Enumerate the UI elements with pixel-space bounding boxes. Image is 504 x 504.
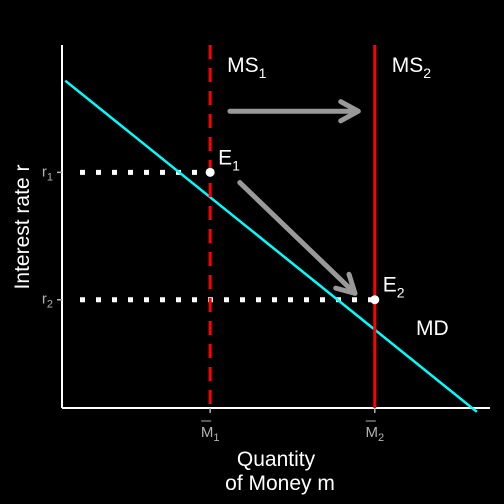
- y-tick-label: r1: [42, 163, 53, 183]
- y-axis-title: Interest rate r: [11, 165, 34, 290]
- x-tick-label: M1: [201, 424, 220, 444]
- series-line-md: [64, 79, 478, 413]
- y-tick-label: r2: [42, 291, 53, 311]
- x-axis-title-line1: Quantity: [237, 448, 316, 471]
- arrow-2: [237, 180, 358, 296]
- x-tick-label: M2: [365, 424, 384, 444]
- arrow-1: [227, 99, 361, 124]
- equilibrium-point-e2: [370, 295, 380, 305]
- series-label-md: MD: [416, 317, 449, 340]
- x-axis-title-line2: of Money m: [225, 472, 335, 495]
- equilibrium-label-e2: E2: [383, 274, 405, 301]
- equilibrium-point-e1: [205, 167, 215, 177]
- equilibrium-label-e1: E1: [218, 146, 240, 173]
- series-label-ms1: MS1: [227, 54, 267, 81]
- series-label-ms2: MS2: [392, 54, 432, 81]
